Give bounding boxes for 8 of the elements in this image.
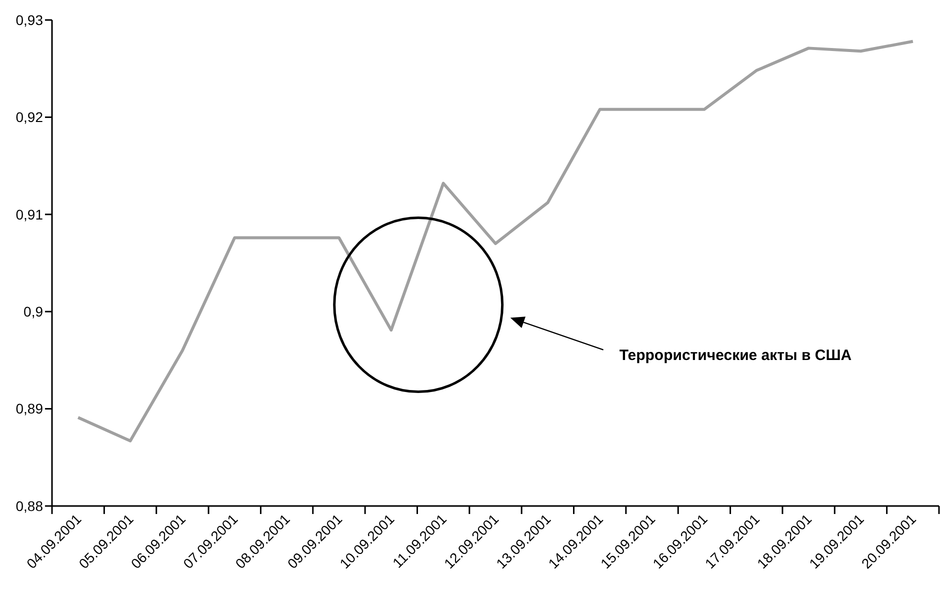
y-tick-label: 0,91 xyxy=(16,206,44,222)
y-tick-label: 0,93 xyxy=(16,12,44,28)
y-tick-label: 0,89 xyxy=(16,400,44,417)
y-tick-label: 0,9 xyxy=(24,304,44,320)
y-tick-label: 0,88 xyxy=(16,498,44,514)
y-tick-label: 0,92 xyxy=(16,109,44,126)
annotation: Террористические акты в США xyxy=(619,346,852,364)
line-series xyxy=(76,40,914,442)
